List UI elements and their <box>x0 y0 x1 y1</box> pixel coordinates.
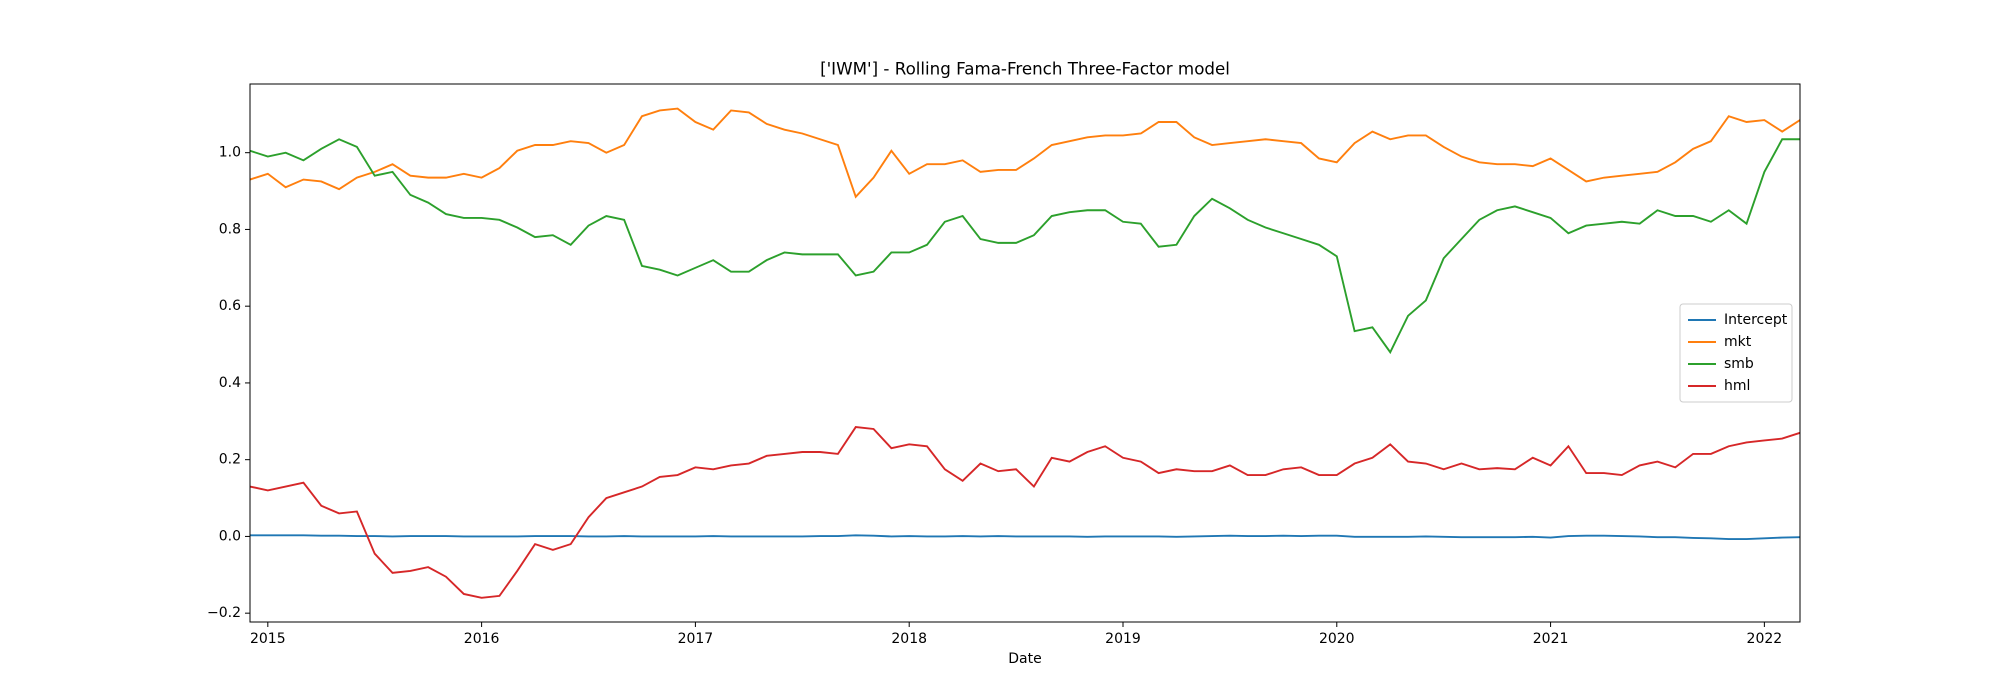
legend-box <box>1679 303 1793 403</box>
x-tick-label: 2022 <box>1747 631 1783 647</box>
x-tick-label: 2018 <box>891 631 927 647</box>
chart-title: ['IWM'] - Rolling Fama-French Three-Fact… <box>820 59 1230 79</box>
y-tick-label: 0.2 <box>219 452 241 468</box>
y-tick-label: −0.2 <box>207 605 241 621</box>
x-tick-label: 2020 <box>1319 631 1355 647</box>
plot-frame <box>249 83 1801 623</box>
series-line <box>249 138 1800 355</box>
y-tick-label: 0.4 <box>219 375 241 391</box>
x-tick-label: 2016 <box>464 631 500 647</box>
x-tick-label: 2015 <box>250 631 286 647</box>
legend-label: mkt <box>1724 334 1752 350</box>
y-tick-label: 0.6 <box>219 298 241 314</box>
series-line <box>250 534 1801 541</box>
x-tick-label: 2021 <box>1533 631 1569 647</box>
y-tick-label: 1.0 <box>219 145 241 161</box>
x-tick-label: 2017 <box>678 631 714 647</box>
legend-label: Intercept <box>1724 312 1788 328</box>
y-tick-label: 0.8 <box>219 221 241 237</box>
y-tick-label: 0.0 <box>219 528 241 544</box>
series-line <box>249 107 1801 199</box>
series-line <box>249 426 1801 599</box>
legend-label: smb <box>1724 356 1754 372</box>
x-axis-label: Date <box>1008 651 1041 667</box>
legend-label: hml <box>1724 378 1750 394</box>
x-tick-label: 2019 <box>1105 631 1141 647</box>
